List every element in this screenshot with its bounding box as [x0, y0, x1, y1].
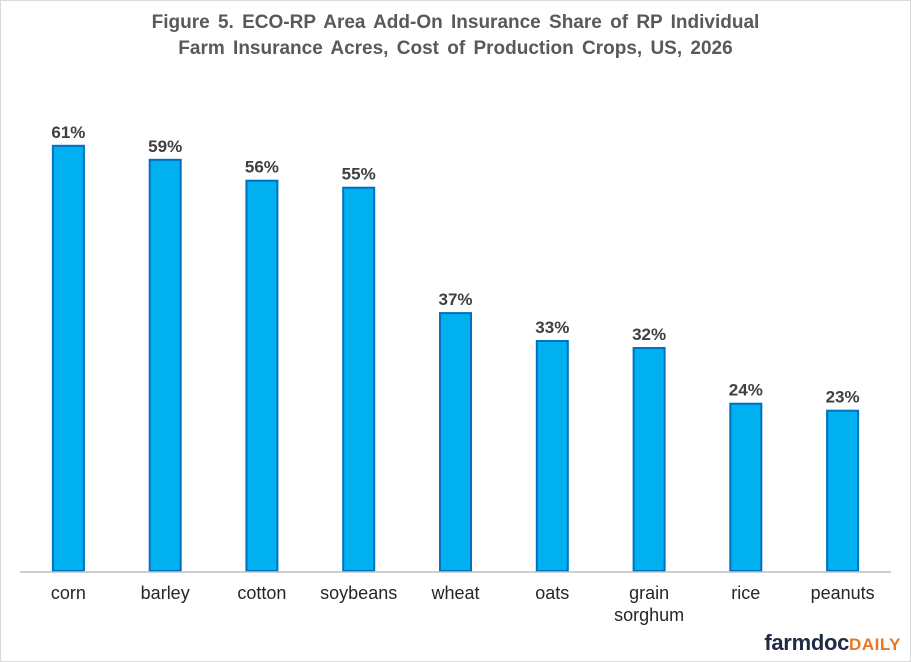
chart-title: Figure 5. ECO-RP Area Add-On Insurance S… [0, 10, 911, 62]
category-label-wheat: wheat [430, 583, 479, 603]
bar-rice [729, 402, 763, 573]
category-label-barley: barley [141, 583, 190, 603]
category-label-cotton: cotton [237, 583, 286, 603]
data-label-wheat: 37% [438, 290, 472, 309]
farmdoc-daily-logo: farmdocDAILY [764, 630, 901, 656]
data-label-cotton: 56% [245, 158, 279, 177]
bar-barley [148, 158, 182, 573]
data-label-barley: 59% [148, 137, 182, 156]
category-label-soybeans: soybeans [320, 583, 397, 603]
chart-title-line-2: Farm Insurance Acres, Cost of Production… [178, 38, 733, 59]
category-label-corn: corn [51, 583, 86, 603]
category-label-rice: rice [731, 583, 760, 603]
bar-corn [51, 144, 85, 573]
data-label-grain-sorghum: 32% [632, 325, 666, 344]
bar-peanuts [826, 409, 860, 573]
data-label-oats: 33% [535, 318, 569, 337]
bar-grain-sorghum [632, 347, 666, 572]
category-label-grain-sorghum: grain sorghum [614, 583, 684, 625]
bar-oats [535, 340, 569, 572]
bar-soybeans [342, 186, 376, 572]
data-label-peanuts: 23% [826, 388, 860, 407]
logo-part-2: DAILY [849, 635, 901, 654]
chart-title-line-1: Figure 5. ECO-RP Area Add-On Insurance S… [151, 12, 760, 33]
data-label-soybeans: 55% [342, 165, 376, 184]
category-label-peanuts: peanuts [811, 583, 875, 603]
bar-wheat [439, 312, 472, 572]
data-label-corn: 61% [51, 123, 85, 142]
logo-part-1: farmdoc [764, 630, 850, 655]
category-label-oats: oats [535, 583, 569, 603]
data-label-rice: 24% [729, 381, 763, 400]
bar-cotton [245, 179, 279, 572]
